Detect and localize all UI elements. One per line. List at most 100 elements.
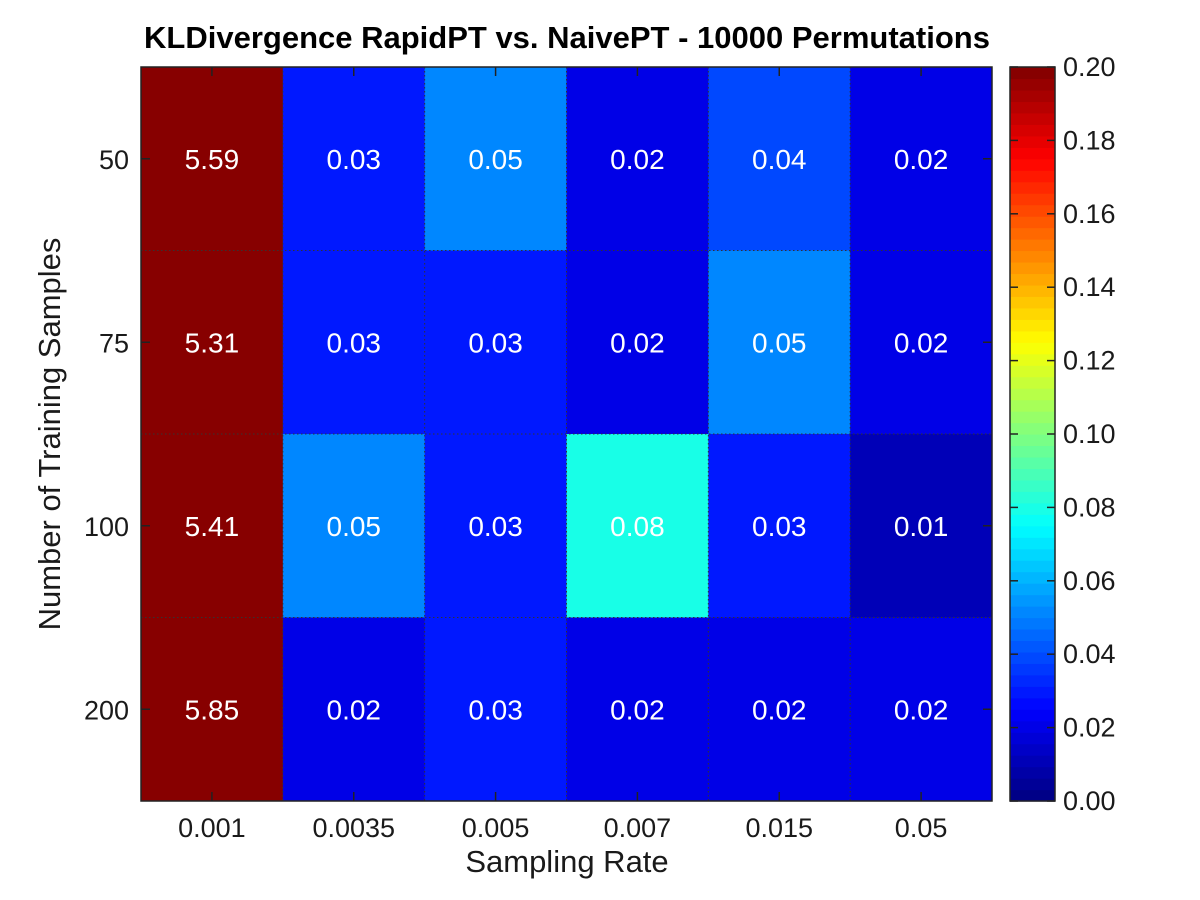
cell-value-label-r1-c1: 0.03 [327,327,382,358]
colorbar-swatch [1010,434,1055,447]
cell-value-label-r3-c0: 5.85 [185,694,240,725]
heatmap-cell-r3-c2 [424,617,567,802]
y-tick-label: 100 [84,512,129,542]
cell-value-label-r2-c5: 0.01 [894,511,949,542]
cell-value-label-r1-c2: 0.03 [468,327,523,358]
colorbar-swatch [1010,135,1055,148]
colorbar-swatch [1010,112,1055,125]
cell-value-label-r0-c4: 0.04 [752,144,807,175]
colorbar-swatch [1010,491,1055,504]
colorbar-swatch [1010,273,1055,286]
x-tick-label: 0.05 [895,813,948,843]
heatmap-cell-r0-c1 [282,67,426,251]
colorbar-swatch [1010,617,1055,630]
colorbar-swatch [1010,663,1055,676]
colorbar-swatch [1010,342,1055,355]
colorbar-swatch [1010,686,1055,699]
colorbar-swatch [1010,181,1055,194]
colorbar-swatch [1010,594,1055,607]
heatmap-cell-r2-c1 [282,434,426,618]
heatmap-cell-r1-c0 [141,250,284,435]
x-tick-label: 0.005 [462,813,530,843]
colorbar-swatch [1010,250,1055,263]
heatmap-cell-r1-c4 [708,250,851,435]
colorbar-swatch [1010,743,1055,756]
colorbar-swatch [1010,479,1055,492]
colorbar-tick-label: 0.08 [1063,492,1116,522]
colorbar-swatch [1010,468,1055,481]
colorbar-swatch [1010,674,1055,687]
colorbar-swatch [1010,651,1055,664]
cell-value-label-r2-c3: 0.08 [610,511,665,542]
heatmap-cell-r0-c5 [850,67,993,251]
colorbar-swatch [1010,365,1055,378]
heatmap-cell-r2-c4 [708,434,851,618]
y-axis-label: Number of Training Samples [32,238,67,631]
colorbar-tick-label: 0.12 [1063,346,1116,376]
heatmap-cell-r3-c3 [566,617,709,802]
colorbar-swatch [1010,296,1055,309]
colorbar-swatch [1010,216,1055,229]
cell-value-label-r0-c3: 0.02 [610,144,665,175]
cell-value-label-r2-c0: 5.41 [185,511,240,542]
colorbar-swatch [1010,732,1055,745]
heatmap-cell-r3-c0 [141,617,284,802]
cell-value-label-r2-c4: 0.03 [752,511,807,542]
heatmap-cell-r0-c0 [141,67,284,251]
colorbar-swatch [1010,697,1055,710]
colorbar-tick-label: 0.16 [1063,199,1116,229]
colorbar-swatch [1010,606,1055,619]
heatmap-cell-r3-c4 [708,617,851,802]
cell-value-label-r3-c4: 0.02 [752,694,807,725]
colorbar-tick-label: 0.10 [1063,419,1116,449]
colorbar-tick-label: 0.14 [1063,272,1116,302]
heatmap-cell-r0-c4 [708,67,851,251]
heatmap-cell-r1-c5 [850,250,993,435]
colorbar-swatch [1010,548,1055,561]
cell-value-label-r3-c1: 0.02 [327,694,382,725]
grid-lines [141,67,992,801]
heatmap-cell-r1-c3 [566,250,709,435]
heatmap-cell-r3-c5 [850,617,993,802]
colorbar-swatch [1010,193,1055,206]
colorbar-swatch [1010,456,1055,470]
colorbar-swatch [1010,376,1055,389]
colorbar-swatch [1010,124,1055,137]
colorbar-swatch [1010,78,1055,91]
y-axis-ticks: 50 75 100 200 [84,145,992,725]
colorbar-swatch [1010,720,1055,733]
cell-value-label-r2-c1: 0.05 [327,511,382,542]
x-tick-label: 0.015 [745,813,813,843]
cell-value-label-r2-c2: 0.03 [468,511,523,542]
heatmap-cell-r3-c1 [282,617,426,802]
y-tick-label: 75 [99,328,129,358]
x-axis-label: Sampling Rate [465,844,668,879]
colorbar-swatch [1010,239,1055,252]
colorbar-tick-label: 0.04 [1063,639,1116,669]
heatmap-cells [141,67,993,802]
heatmap-cell-r2-c0 [141,434,284,618]
colorbar-swatch [1010,709,1055,722]
colorbar-swatch [1010,158,1055,171]
cell-value-label-r0-c2: 0.05 [468,144,523,175]
colorbar-swatch [1010,89,1055,103]
cell-labels: 5.59 0.03 0.05 0.02 0.04 0.02 5.31 0.03 0.03 0.02… [185,144,949,726]
cell-value-label-r3-c3: 0.02 [610,694,665,725]
colorbar-swatch [1010,766,1055,779]
heatmap-cell-r1-c1 [282,250,426,435]
colorbar-swatch [1010,571,1055,584]
colorbar-swatch [1010,411,1055,424]
cell-value-label-r1-c0: 5.31 [185,327,240,358]
colorbar-swatch [1010,147,1055,160]
cell-value-label-r3-c2: 0.03 [468,694,523,725]
heatmap-cell-r2-c5 [850,434,993,618]
colorbar-swatch [1010,319,1055,332]
heatmap-cell-r0-c2 [424,67,567,251]
cell-value-label-r0-c1: 0.03 [327,144,382,175]
colorbar-swatch [1010,399,1055,412]
colorbar-swatch [1010,261,1055,275]
colorbar-swatch [1010,778,1055,791]
cell-value-label-r1-c4: 0.05 [752,327,807,358]
x-tick-label: 0.007 [604,813,672,843]
colorbar-swatch [1010,353,1055,366]
